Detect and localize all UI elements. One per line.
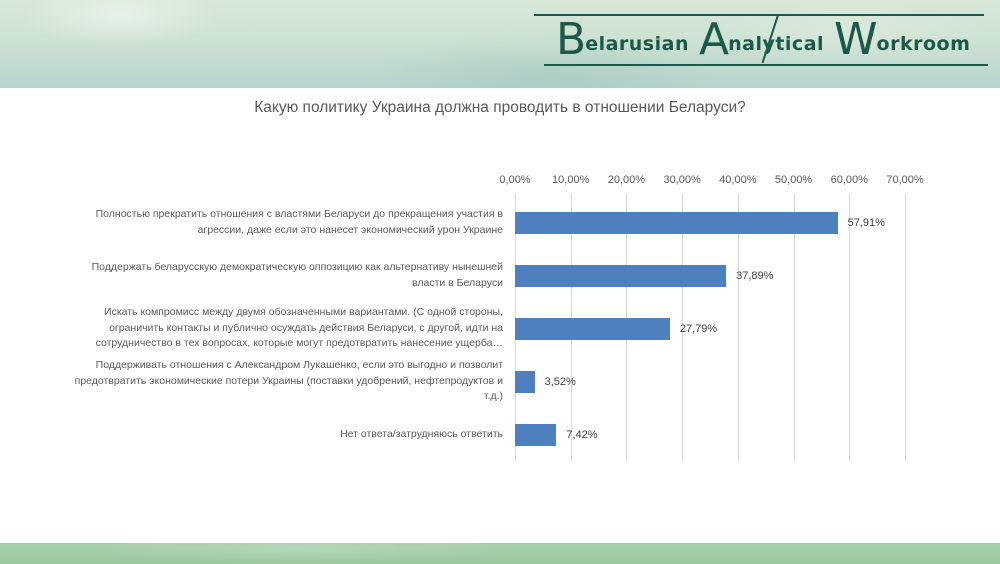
gridline [682, 194, 684, 461]
logo-top-line [534, 14, 984, 16]
bar-chart: 0,00% 10,00% 20,00% 30,00% 40,00% 50,00% 60,00… [60, 168, 924, 461]
bar-value-label: 3,52% [544, 375, 576, 388]
bar-row: Полностью прекратить отношения с властям… [60, 196, 905, 249]
x-axis-tick: 0,00% [499, 174, 531, 186]
bar [515, 317, 670, 340]
x-axis-tick: 70,00% [886, 174, 924, 186]
x-axis-tick: 40,00% [719, 174, 757, 186]
bar-value-label: 7,42% [566, 428, 598, 441]
gridline [849, 194, 851, 461]
category-label: Искать компромисс между двумя обозначенн… [95, 305, 503, 350]
bar [515, 211, 838, 234]
x-axis: 0,00% 10,00% 20,00% 30,00% 40,00% 50,00% 60,00… [499, 168, 923, 196]
category-label: Полностью прекратить отношения с властям… [95, 207, 503, 236]
x-axis-tick: 50,00% [774, 174, 813, 186]
bar-value-label: 27,79% [679, 322, 718, 335]
x-axis-tick: 20,00% [607, 174, 646, 186]
x-axis-tick: 30,00% [663, 174, 701, 186]
bar-track: 27,79% [515, 317, 905, 340]
bar-rows: Полностью прекратить отношения с властям… [60, 196, 905, 461]
bar-row: Нет ответа/затрудняюсь ответить 7,42% [60, 408, 905, 461]
bar-track: 37,89% [515, 264, 905, 287]
gridline [793, 194, 795, 461]
category-label: Поддерживать отношения с Александром Лук… [74, 358, 503, 403]
bar-value-label: 37,89% [736, 269, 774, 282]
bar-value-label: 57,91% [847, 216, 885, 229]
bar [515, 423, 557, 446]
bar-track: 7,42% [515, 423, 905, 446]
bar-track: 3,52% [515, 370, 905, 393]
logo-initial-w: W [834, 14, 878, 65]
x-axis-tick: 10,00% [552, 174, 590, 186]
gridline [737, 194, 739, 461]
logo-initial-b: B [556, 14, 586, 65]
bottom-band [0, 543, 1000, 564]
category-label: Поддержать беларусскую демократическую о… [91, 260, 503, 289]
category-label: Нет ответа/затрудняюсь ответить [340, 427, 503, 440]
bar-track: 57,91% [515, 211, 905, 234]
bar-row: Искать компромисс между двумя обозначенн… [60, 302, 905, 355]
bar [515, 264, 727, 287]
logo-bottom-line [544, 64, 988, 66]
logo-initial-a: A [698, 14, 729, 65]
bar-row: Поддержать беларусскую демократическую о… [60, 249, 905, 302]
gridline [905, 194, 906, 461]
chart-title: Какую политику Украина должна проводить … [254, 99, 746, 116]
x-axis-tick: 60,00% [830, 174, 868, 186]
plot-area: Полностью прекратить отношения с властям… [60, 194, 906, 461]
bar [515, 370, 535, 393]
bar-row: Поддерживать отношения с Александром Лук… [60, 355, 905, 408]
